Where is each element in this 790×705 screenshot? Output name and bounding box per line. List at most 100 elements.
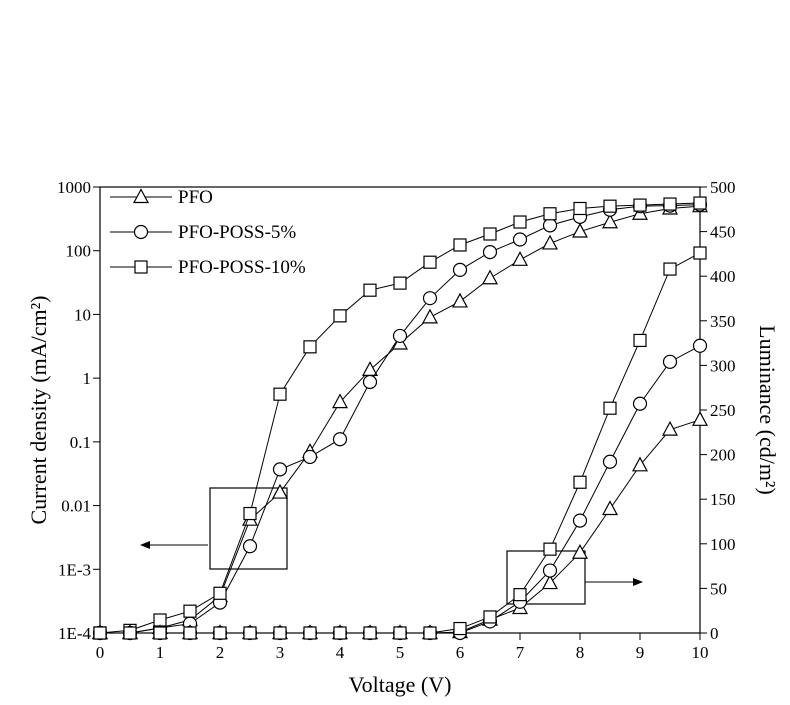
data-point [304, 627, 316, 639]
data-point [244, 627, 256, 639]
y-tick-label: 0.01 [61, 497, 91, 516]
data-point [694, 339, 707, 352]
y2-tick-label: 100 [710, 535, 736, 554]
legend-label: PFO [178, 187, 213, 208]
data-point [394, 277, 406, 289]
legend-marker [135, 261, 147, 273]
y2-tick-label: 50 [710, 579, 727, 598]
data-point [634, 334, 646, 346]
data-point [273, 485, 287, 498]
x-tick-label: 5 [396, 643, 405, 662]
data-point [514, 233, 527, 246]
y-tick-label: 0.1 [70, 433, 91, 452]
data-point [334, 627, 346, 639]
data-point [514, 216, 526, 228]
data-point [124, 627, 136, 639]
data-point [513, 252, 527, 265]
data-point [244, 508, 256, 520]
data-point [424, 627, 436, 639]
data-point [453, 294, 467, 307]
legend-label: PFO-POSS-10% [178, 257, 306, 278]
data-point [544, 219, 557, 232]
data-point [363, 362, 377, 375]
y2-tick-label: 500 [710, 178, 736, 197]
data-point [664, 263, 676, 275]
data-point [184, 605, 196, 617]
data-point [214, 587, 226, 599]
data-point [454, 239, 466, 251]
x-tick-label: 0 [96, 643, 105, 662]
data-point [424, 292, 437, 305]
data-point [543, 236, 557, 249]
data-point [274, 463, 287, 476]
data-point [544, 208, 556, 220]
data-point [394, 329, 407, 342]
arrow-head [633, 578, 643, 586]
x-tick-label: 7 [516, 643, 525, 662]
data-point [574, 476, 586, 488]
data-point [693, 412, 707, 425]
y2-tick-label: 450 [710, 223, 736, 242]
data-point [244, 540, 257, 553]
data-point [604, 455, 617, 468]
x-tick-label: 2 [216, 643, 225, 662]
series-line [100, 346, 700, 633]
series-line [100, 420, 700, 633]
data-point [664, 355, 677, 368]
y2-tick-label: 0 [710, 624, 719, 643]
data-point [574, 202, 586, 214]
y2-tick-label: 400 [710, 267, 736, 286]
series-line [100, 253, 700, 633]
x-tick-label: 8 [576, 643, 585, 662]
data-point [304, 341, 316, 353]
data-point [484, 246, 497, 259]
data-point [334, 310, 346, 322]
data-point [364, 375, 377, 388]
annotation-box [210, 488, 287, 569]
x-tick-label: 10 [692, 643, 709, 662]
data-point [214, 627, 226, 639]
x-tick-label: 1 [156, 643, 165, 662]
data-point [304, 450, 317, 463]
data-point [274, 388, 286, 400]
data-point [364, 627, 376, 639]
y2-tick-label: 200 [710, 446, 736, 465]
y-tick-label: 1000 [57, 178, 91, 197]
data-point [154, 614, 166, 626]
y-tick-label: 10 [74, 305, 91, 324]
data-point [364, 284, 376, 296]
x-tick-label: 3 [276, 643, 285, 662]
data-point [663, 422, 677, 435]
data-point [483, 271, 497, 284]
x-tick-label: 6 [456, 643, 465, 662]
data-point [454, 263, 467, 276]
data-point [423, 310, 437, 323]
chart: Voltage (V) Current density (mA/cm²) Lum… [0, 0, 790, 700]
data-point [454, 623, 466, 635]
legend-marker [135, 226, 148, 239]
y2-axis-label: Luminance (cd/m²) [755, 325, 780, 495]
data-point [94, 627, 106, 639]
data-point [154, 627, 166, 639]
data-point [634, 397, 647, 410]
data-point [484, 228, 496, 240]
data-point [514, 589, 526, 601]
y-axis-label: Current density (mA/cm²) [26, 296, 51, 525]
data-point [544, 564, 557, 577]
y2-tick-label: 300 [710, 356, 736, 375]
data-point [694, 197, 706, 209]
data-point [184, 627, 196, 639]
arrow-head [140, 541, 150, 549]
data-point [424, 256, 436, 268]
data-point [274, 627, 286, 639]
data-point [334, 433, 347, 446]
y2-tick-label: 250 [710, 401, 736, 420]
x-tick-label: 4 [336, 643, 345, 662]
data-point [604, 402, 616, 414]
data-point [394, 627, 406, 639]
data-point [484, 611, 496, 623]
y2-tick-label: 150 [710, 490, 736, 509]
y-tick-label: 100 [66, 242, 92, 261]
legend-marker [134, 190, 148, 203]
x-tick-label: 9 [636, 643, 645, 662]
